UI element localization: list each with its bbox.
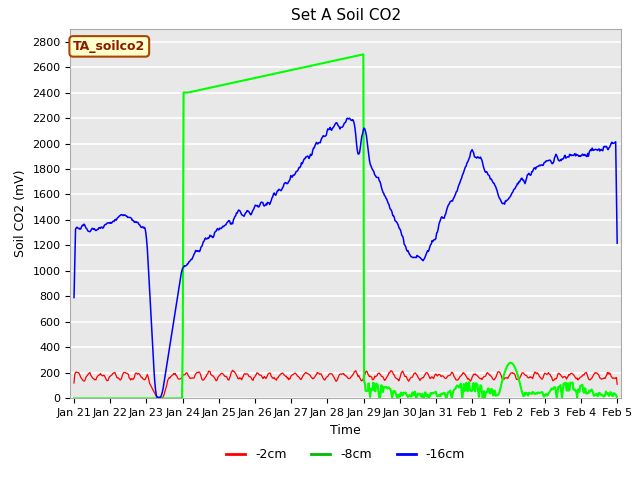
X-axis label: Time: Time bbox=[330, 424, 361, 437]
Title: Set A Soil CO2: Set A Soil CO2 bbox=[291, 9, 401, 24]
Legend: -2cm, -8cm, -16cm: -2cm, -8cm, -16cm bbox=[221, 443, 470, 466]
Text: TA_soilco2: TA_soilco2 bbox=[73, 40, 145, 53]
Y-axis label: Soil CO2 (mV): Soil CO2 (mV) bbox=[14, 170, 27, 257]
